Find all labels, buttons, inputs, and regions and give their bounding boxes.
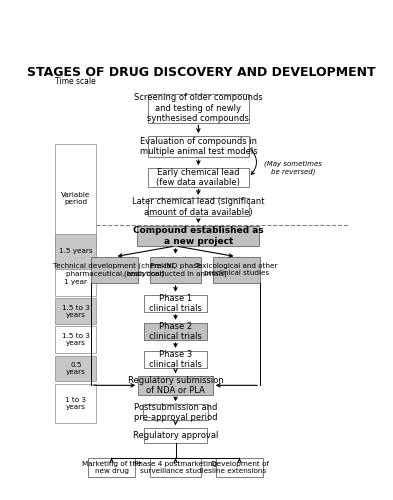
- Text: STAGES OF DRUG DISCOVERY AND DEVELOPMENT: STAGES OF DRUG DISCOVERY AND DEVELOPMENT: [27, 66, 376, 79]
- Text: Phase 3
clinical trials: Phase 3 clinical trials: [149, 350, 202, 369]
- Text: Technical development (chemical,
pharmaceutical, analytical): Technical development (chemical, pharmac…: [53, 263, 176, 277]
- Bar: [55, 384, 96, 422]
- Text: Evaluation of compounds in
multiple animal test models: Evaluation of compounds in multiple anim…: [140, 137, 257, 156]
- Bar: [143, 404, 208, 420]
- Bar: [151, 256, 201, 283]
- Text: Regulatory approval: Regulatory approval: [133, 431, 218, 440]
- Bar: [216, 458, 263, 476]
- Text: Postsubmission and
pre-approval period: Postsubmission and pre-approval period: [134, 402, 217, 422]
- Bar: [148, 136, 249, 157]
- Text: Marketing of the
new drug: Marketing of the new drug: [82, 461, 141, 474]
- Text: 1.5 to 3
years: 1.5 to 3 years: [62, 304, 90, 318]
- Text: Compound established as
a new project: Compound established as a new project: [133, 226, 264, 246]
- Bar: [148, 198, 249, 216]
- Text: Time scale: Time scale: [55, 78, 96, 86]
- Bar: [55, 234, 96, 268]
- Bar: [148, 168, 249, 186]
- Bar: [151, 458, 201, 476]
- Text: Phase 1
clinical trials: Phase 1 clinical trials: [149, 294, 202, 313]
- Text: Regulatory submission
of NDA or PLA: Regulatory submission of NDA or PLA: [128, 376, 223, 395]
- Bar: [213, 256, 260, 283]
- Bar: [148, 94, 249, 122]
- Text: Screening of older compounds
and testing of newly
synthesised compounds: Screening of older compounds and testing…: [134, 93, 263, 123]
- Bar: [144, 294, 207, 312]
- Text: Development of
line extensions: Development of line extensions: [211, 461, 268, 474]
- Text: 1 to 3
years: 1 to 3 years: [65, 397, 86, 410]
- Bar: [138, 226, 259, 246]
- FancyArrowPatch shape: [250, 148, 257, 174]
- Bar: [55, 326, 96, 353]
- Text: (May sometimes
be reversed): (May sometimes be reversed): [264, 160, 322, 175]
- Text: 1.5 to 3
years: 1.5 to 3 years: [62, 334, 90, 346]
- Text: 1 year: 1 year: [64, 279, 87, 285]
- Bar: [91, 256, 138, 283]
- Text: Variable
period: Variable period: [61, 192, 90, 205]
- Text: Later chemical lead (significant
amount of data available): Later chemical lead (significant amount …: [132, 198, 264, 217]
- Bar: [144, 351, 207, 368]
- Text: Early chemical lead
(few data available): Early chemical lead (few data available): [156, 168, 240, 187]
- Text: Toxicological and other
preclinical studies: Toxicological and other preclinical stud…: [195, 264, 278, 276]
- Bar: [138, 376, 213, 394]
- Text: Phase 2
clinical trials: Phase 2 clinical trials: [149, 322, 202, 341]
- Text: 1.5 years: 1.5 years: [59, 248, 93, 254]
- Text: 0.5
years: 0.5 years: [66, 362, 86, 376]
- Bar: [55, 268, 96, 295]
- Bar: [55, 298, 96, 324]
- Bar: [55, 356, 96, 382]
- Bar: [144, 323, 207, 340]
- Text: Phase 4 postmarketing
surveillance studies: Phase 4 postmarketing surveillance studi…: [134, 461, 217, 474]
- Bar: [55, 144, 96, 254]
- Text: Pre-IND phase
(tests conducted in animals): Pre-IND phase (tests conducted in animal…: [124, 263, 227, 276]
- Bar: [88, 458, 135, 476]
- Bar: [144, 428, 207, 442]
